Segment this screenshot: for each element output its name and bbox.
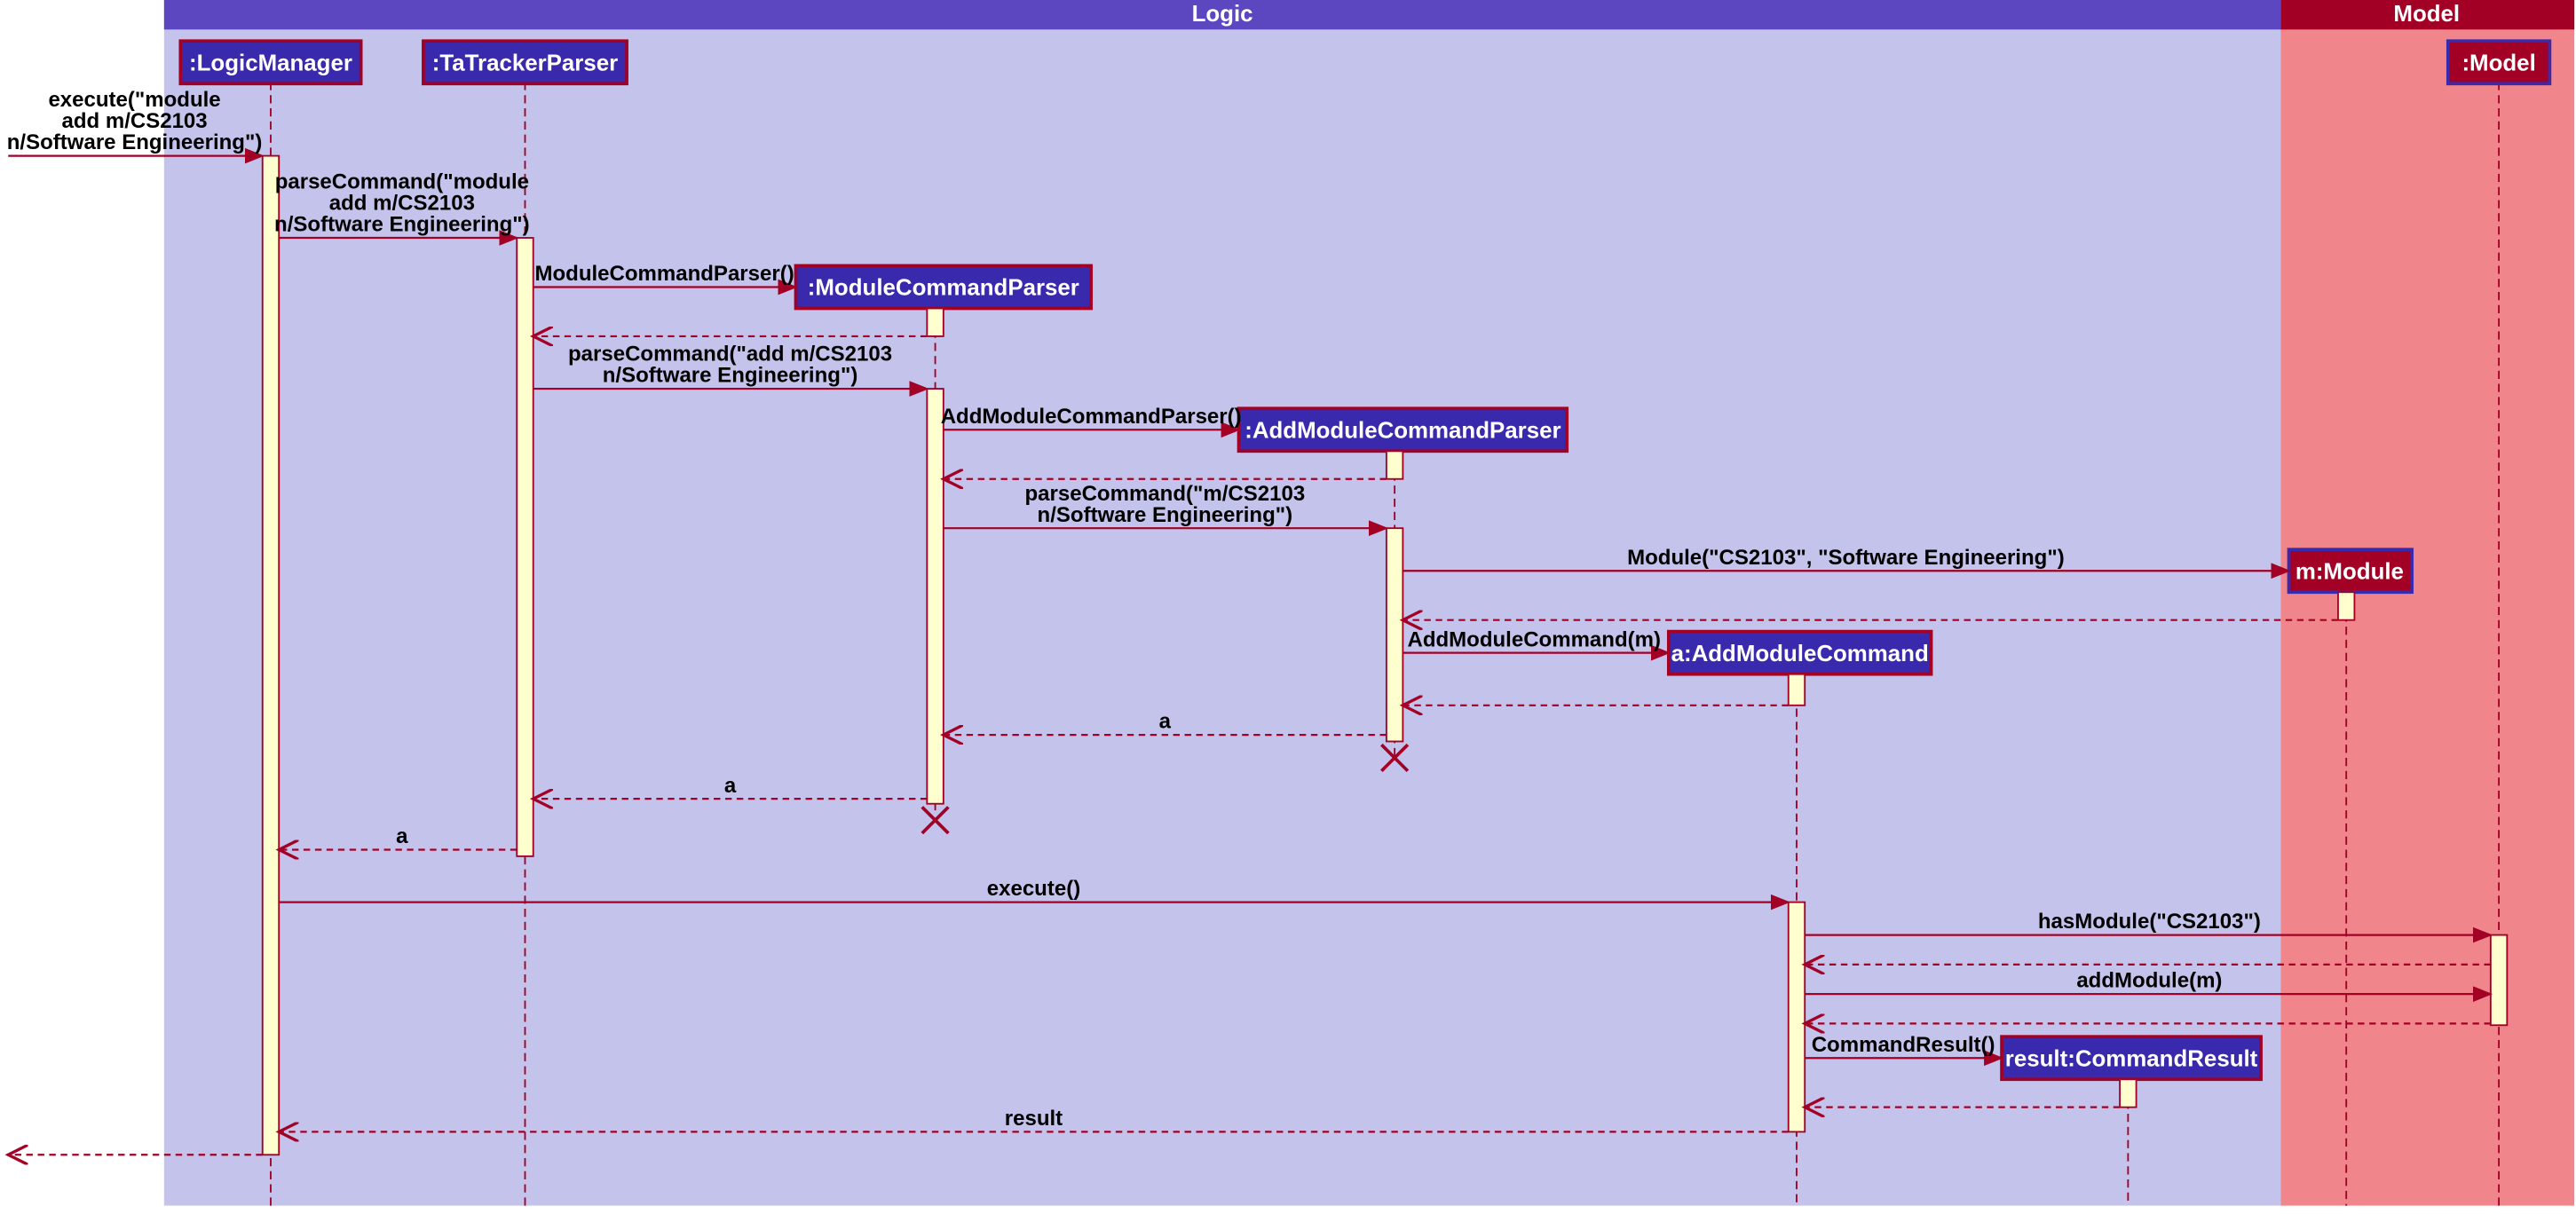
msg-ra3-l: a <box>396 824 408 848</box>
mcp-activation-1 <box>927 308 943 335</box>
amcp-activation-2 <box>1387 528 1403 741</box>
lm-activation <box>263 156 279 1155</box>
msg-cr-create-l: CommandResult() <box>1812 1033 1995 1057</box>
msg-pc1-l1: parseCommand("module <box>275 170 529 194</box>
model-frame-label: Model <box>2393 2 2460 27</box>
msg-pc3-l2: n/Software Engineering") <box>1038 503 1293 527</box>
msg-pc2-l2: n/Software Engineering") <box>603 364 858 388</box>
model-frame: Model <box>2280 0 2574 1206</box>
mdl-label: :Model <box>2461 51 2535 75</box>
mod-head: m:Module <box>2289 549 2413 592</box>
mcp-activation-2 <box>927 389 943 804</box>
amcp-head: :AddModuleCommandParser <box>1239 408 1568 451</box>
lm-head: :LogicManager <box>180 41 360 83</box>
cr-head: result:CommandResult <box>2002 1037 2261 1079</box>
sequence-diagram: Logic Model :LogicManager :TaTrackerPars… <box>0 0 2576 1214</box>
msg-execute-l: execute() <box>987 877 1080 901</box>
mdl-head: :Model <box>2448 41 2550 83</box>
mdl-activation <box>2491 935 2507 1026</box>
lm-label: :LogicManager <box>189 51 352 75</box>
msg-ra1-l: a <box>1159 710 1172 734</box>
msg-pc2-l1: parseCommand("add m/CS2103 <box>568 343 892 367</box>
amcp-label: :AddModuleCommandParser <box>1245 419 1561 444</box>
amc-activation-1 <box>1789 674 1805 706</box>
amc-activation-2 <box>1789 903 1805 1132</box>
msg-hasmodule-l: hasModule("CS2103") <box>2038 910 2261 934</box>
msg-pc1-l2: add m/CS2103 <box>329 192 475 216</box>
cr-label: result:CommandResult <box>2005 1046 2258 1071</box>
mod-label: m:Module <box>2295 559 2404 584</box>
msg-execute-in-l2: add m/CS2103 <box>61 109 207 133</box>
mcp-head: :ModuleCommandParser <box>795 265 1091 308</box>
msg-pc3-l1: parseCommand("m/CS2103 <box>1025 482 1306 506</box>
msg-execute-in-l3: n/Software Engineering") <box>7 130 263 154</box>
msg-execute-in-l1: execute("module <box>48 88 220 112</box>
msg-module-create-l: Module("CS2103", "Software Engineering") <box>1627 546 2065 570</box>
logic-frame-label: Logic <box>1192 2 1253 27</box>
msg-amcp-create-l: AddModuleCommandParser() <box>941 405 1242 429</box>
amc-head: a:AddModuleCommand <box>1669 632 1932 674</box>
ttp-label: :TaTrackerParser <box>432 51 618 75</box>
msg-ra2-l: a <box>724 774 737 798</box>
amcp-activation-1 <box>1387 451 1403 478</box>
msg-result-l: result <box>1005 1107 1063 1131</box>
msg-addmodule-l: addModule(m) <box>2076 969 2222 993</box>
cr-activation <box>2120 1079 2136 1107</box>
amc-label: a:AddModuleCommand <box>1671 642 1929 666</box>
msg-amc-create-l: AddModuleCommand(m) <box>1407 627 1661 651</box>
mod-activation <box>2338 592 2354 619</box>
msg-mcp-create-l: ModuleCommandParser() <box>534 262 794 286</box>
ttp-activation <box>517 238 533 856</box>
ttp-head: :TaTrackerParser <box>423 41 627 83</box>
msg-pc1-l3: n/Software Engineering") <box>274 213 530 237</box>
mcp-label: :ModuleCommandParser <box>808 276 1079 301</box>
